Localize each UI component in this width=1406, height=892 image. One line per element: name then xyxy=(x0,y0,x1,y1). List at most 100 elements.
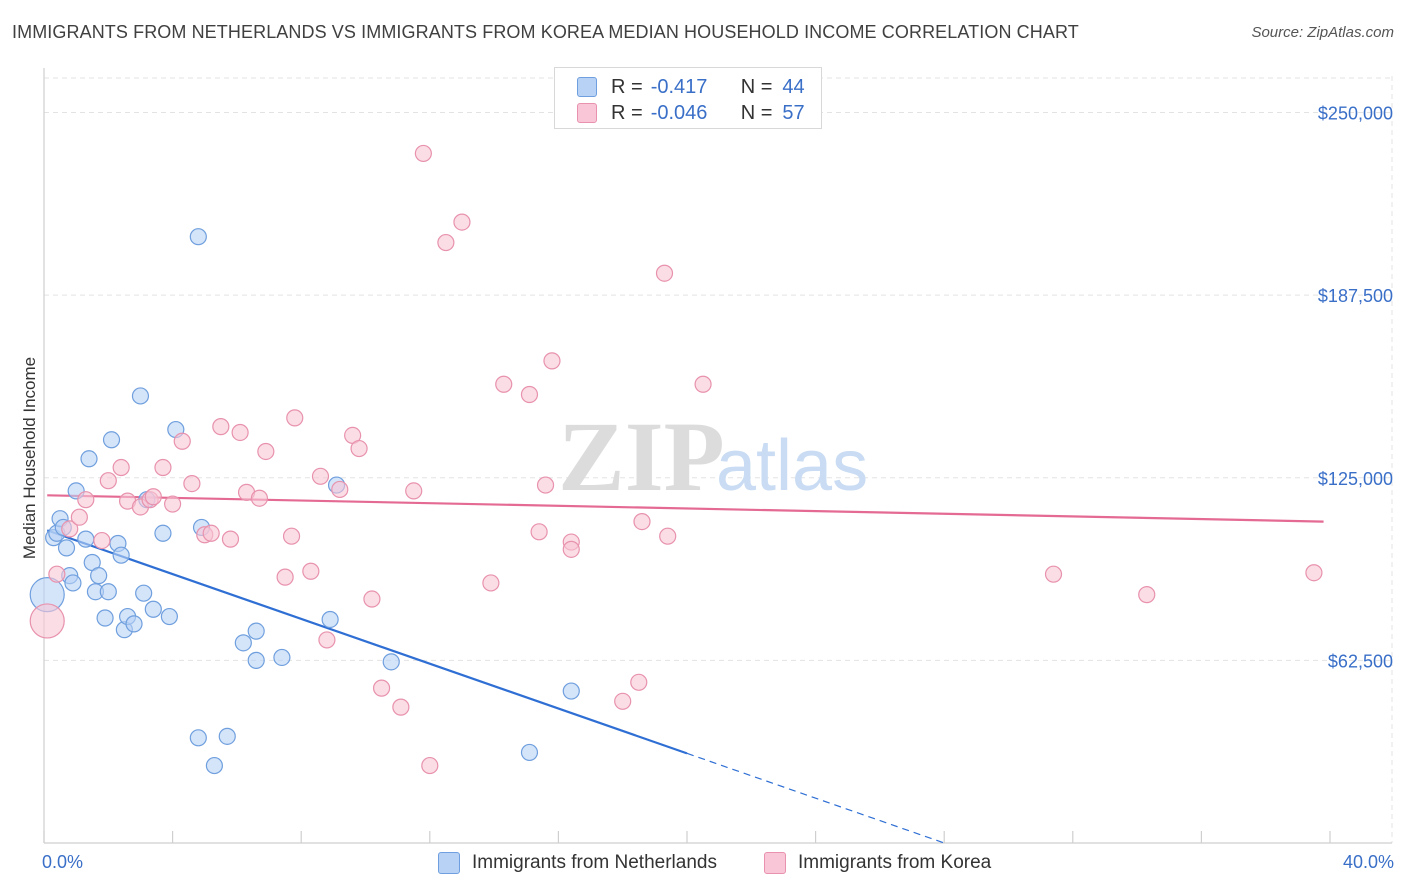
korea-point xyxy=(495,375,513,393)
watermark: ZIP atlas xyxy=(558,401,868,512)
korea-point xyxy=(77,491,95,509)
netherlands-point xyxy=(96,609,114,627)
korea-point xyxy=(543,352,561,370)
korea-point xyxy=(282,527,301,545)
korea-legend-swatch xyxy=(764,852,786,874)
korea-point xyxy=(331,480,349,499)
data-points xyxy=(29,144,1323,775)
korea-point xyxy=(164,495,182,513)
korea-point xyxy=(183,475,201,493)
netherlands-trendline-extension xyxy=(686,752,945,844)
netherlands-point xyxy=(321,610,339,629)
legend-row-korea: R = -0.046 N = 57 xyxy=(577,100,805,126)
netherlands-point xyxy=(520,743,539,762)
netherlands-point xyxy=(160,607,178,626)
korea-point xyxy=(48,565,66,583)
korea-point xyxy=(530,523,548,541)
netherlands-point xyxy=(57,539,76,557)
korea-swatch xyxy=(577,103,597,123)
korea-point xyxy=(318,631,336,649)
r-label: R = xyxy=(611,101,643,124)
korea-point xyxy=(286,409,304,427)
n-value: 57 xyxy=(782,101,805,124)
netherlands-swatch xyxy=(577,77,597,97)
korea-point xyxy=(363,590,381,608)
netherlands-point xyxy=(189,228,207,246)
n-label: N = xyxy=(740,75,773,98)
watermark-atlas: atlas xyxy=(716,426,868,506)
y-tick-label: $62,500 xyxy=(1328,651,1393,671)
korea-point xyxy=(482,574,500,592)
watermark-zip: ZIP xyxy=(558,401,725,512)
netherlands-point xyxy=(218,727,236,745)
netherlands-point xyxy=(77,530,95,548)
korea-point xyxy=(61,520,79,538)
legend-row-netherlands: R = -0.417 N = 44 xyxy=(577,74,805,100)
netherlands-point xyxy=(562,682,580,700)
netherlands-point xyxy=(80,450,98,468)
korea-point xyxy=(154,458,172,477)
netherlands-point xyxy=(144,600,162,618)
x-tick-label-max: 40.0% xyxy=(1342,852,1394,872)
korea-point xyxy=(250,489,269,507)
n-value: 44 xyxy=(782,75,805,98)
korea-point xyxy=(372,679,391,697)
legend-item-korea[interactable]: Immigrants from Korea xyxy=(764,852,991,874)
netherlands-point xyxy=(125,615,143,633)
korea-point xyxy=(257,442,275,461)
r-label: R = xyxy=(611,75,643,98)
korea-point xyxy=(173,432,191,450)
korea-point xyxy=(659,527,677,545)
y-tick-label: $187,500 xyxy=(1318,286,1393,306)
netherlands-point xyxy=(234,634,252,652)
y-tick-label: $250,000 xyxy=(1318,104,1393,124)
netherlands-point xyxy=(64,574,82,592)
axes xyxy=(43,68,1392,844)
korea-point xyxy=(302,562,320,580)
korea-point xyxy=(392,698,410,716)
series-legend: Immigrants from Netherlands Immigrants f… xyxy=(0,852,1406,878)
korea-point xyxy=(630,673,648,691)
korea-point xyxy=(1044,565,1063,583)
korea-point xyxy=(421,756,439,775)
legend-item-netherlands[interactable]: Immigrants from Netherlands xyxy=(438,852,717,874)
korea-point xyxy=(93,531,111,550)
n-label: N = xyxy=(740,101,773,124)
netherlands-point xyxy=(131,387,150,405)
netherlands-point xyxy=(135,584,153,602)
korea-point xyxy=(1305,564,1323,582)
gridlines xyxy=(44,76,1393,843)
netherlands-legend-swatch xyxy=(438,852,460,874)
korea-point xyxy=(536,476,555,494)
stats-legend: R = -0.417 N = 44 R = -0.046 N = 57 xyxy=(554,67,822,129)
netherlands-point xyxy=(247,622,265,640)
korea-point xyxy=(453,213,471,231)
y-tick-labels: $62,500 $125,000 $187,500 $250,000 xyxy=(1318,104,1393,672)
korea-point xyxy=(29,603,65,639)
r-value: -0.417 xyxy=(650,75,708,98)
korea-point xyxy=(405,482,423,500)
netherlands-point xyxy=(154,524,172,542)
y-tick-label: $125,000 xyxy=(1318,469,1393,489)
korea-point xyxy=(414,144,432,163)
netherlands-point xyxy=(189,729,207,747)
korea-point xyxy=(562,540,580,558)
korea-point xyxy=(276,568,294,586)
korea-point xyxy=(311,467,330,485)
netherlands-point xyxy=(112,546,130,564)
korea-point xyxy=(694,375,712,393)
x-tick-label-min: 0.0% xyxy=(42,852,84,872)
netherlands-point xyxy=(382,653,400,671)
legend-label-netherlands: Immigrants from Netherlands xyxy=(472,852,717,873)
regression-lines xyxy=(46,494,1324,844)
netherlands-point xyxy=(205,756,223,775)
netherlands-trendline xyxy=(46,529,688,755)
korea-point xyxy=(231,423,249,442)
korea-point xyxy=(633,512,651,531)
korea-point xyxy=(212,418,230,436)
netherlands-point xyxy=(102,431,121,449)
korea-point xyxy=(520,385,539,404)
korea-point xyxy=(144,488,162,506)
legend-label-korea: Immigrants from Korea xyxy=(798,852,992,873)
